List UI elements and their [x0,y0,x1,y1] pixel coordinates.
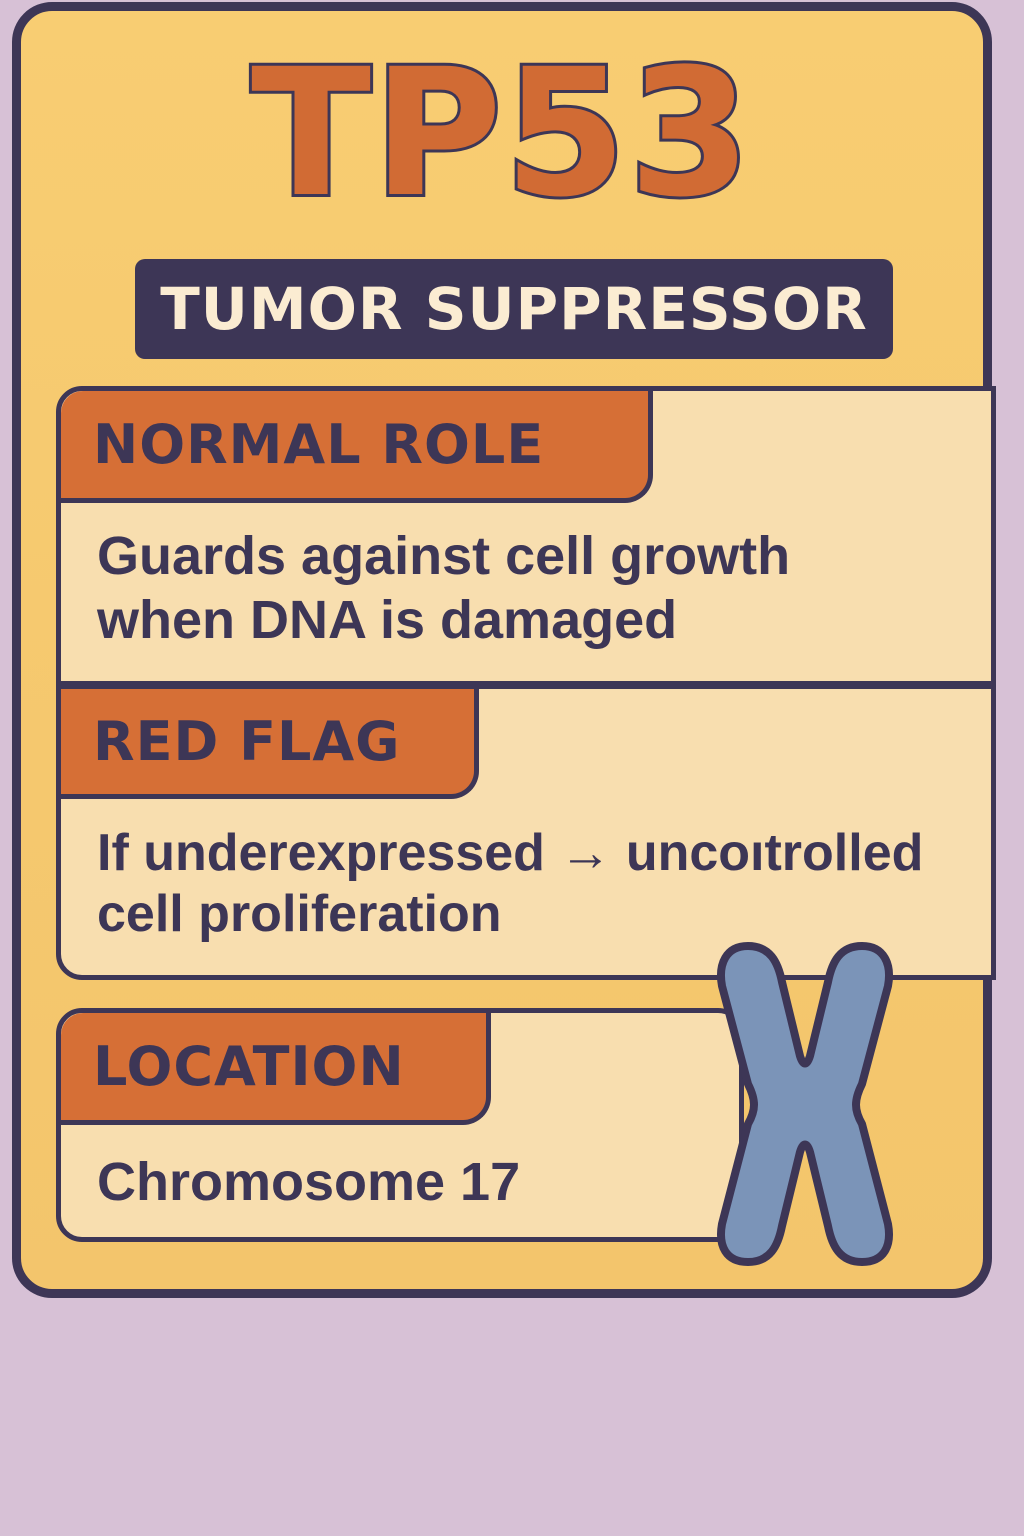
location-heading: LOCATION [61,1013,491,1125]
normal-role-text: Guards against cell growth when DNA is d… [97,525,790,652]
location-panel: LOCATION Chromosome 17 [56,1008,744,1242]
red-flag-heading: RED FLAG [61,689,479,799]
chromosome-shape [717,942,893,1266]
chromosome-icon [717,942,893,1266]
gene-category-badge: TUMOR SUPPRESSOR [135,259,893,359]
red-flag-panel: RED FLAG If underexpressed → uncoıtrolle… [56,684,996,980]
red-flag-line-2: cell proliferation [97,885,502,944]
red-flag-text: If underexpressed → uncoıtrolled cell pr… [97,823,923,946]
normal-role-panel: NORMAL ROLE Guards against cell growth w… [56,386,996,686]
location-text: Chromosome 17 [97,1152,521,1212]
gene-category-label: TUMOR SUPPRESSOR [160,275,868,343]
gene-title: TP53 [248,31,754,236]
normal-role-heading: NORMAL ROLE [61,391,653,503]
normal-role-line-2: when DNA is damaged [97,589,678,650]
red-flag-line-1: If underexpressed → uncoıtrolled [97,824,924,882]
normal-role-line-1: Guards against cell growth [97,526,791,586]
